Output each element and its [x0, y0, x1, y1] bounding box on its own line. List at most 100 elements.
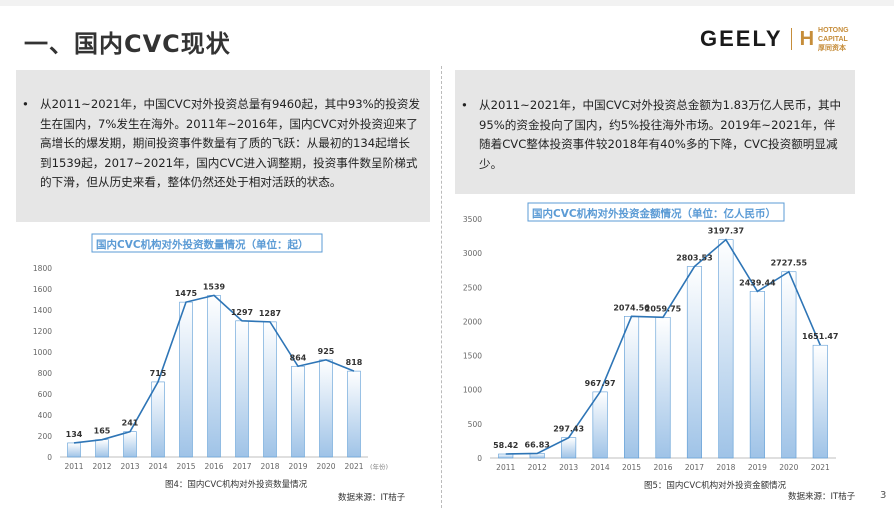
x-tick-label: 2014: [591, 463, 610, 472]
bar-2019: [291, 365, 305, 458]
x-tick-label: 2016: [204, 462, 223, 471]
top-stripe: [0, 0, 894, 6]
investment-amount-chart-svg: 国内CVC机构对外投资金额情况（单位：亿人民币） 0 500 1000 1500 2000…: [463, 202, 856, 502]
data-label: 1651.47: [802, 332, 838, 341]
page-title: 一、国内CVC现状: [24, 30, 231, 58]
data-label: 297.43: [553, 425, 584, 434]
y-tick-label: 1400: [33, 306, 52, 315]
chart-caption: 图4：国内CVC机构对外投资数量情况: [165, 479, 308, 490]
page-number: 3: [880, 490, 887, 501]
right-summary-box: • 从2011~2021年，中国CVC对外投资总金额为1.83万亿人民币，其中9…: [455, 70, 855, 194]
bar-2011: [67, 442, 81, 458]
y-tick-label: 1800: [33, 264, 52, 273]
data-label: 967.97: [585, 379, 616, 388]
left-summary-box: • 从2011~2021年，中国CVC对外投资总量有9460起，其中93%的投资…: [16, 70, 430, 222]
x-tick-label: 2013: [559, 463, 578, 472]
x-tick-label: 2014: [148, 462, 167, 471]
bar-2020: [319, 359, 333, 458]
y-tick-label: 200: [38, 432, 53, 441]
x-tick-label: 2018: [260, 462, 279, 471]
bar-2014: [592, 391, 608, 459]
right-summary-text: 从2011~2021年，中国CVC对外投资总金额为1.83万亿人民币，其中95%…: [479, 98, 842, 171]
logo-separator: [790, 28, 792, 50]
data-label: 66.83: [525, 440, 550, 449]
y-tick-label: 1200: [33, 327, 52, 336]
chart-source: 数据来源：IT桔子: [788, 491, 856, 502]
bullet-icon: •: [461, 98, 468, 112]
data-label: 2059.75: [645, 304, 682, 313]
x-tick-label: 2021: [811, 463, 830, 472]
x-tick-label: 2015: [622, 463, 641, 472]
data-label: 134: [66, 430, 83, 439]
data-label: 241: [122, 419, 139, 428]
data-label: 925: [318, 347, 335, 356]
left-summary-text: 从2011~2021年，中国CVC对外投资总量有9460起，其中93%的投资发生…: [40, 97, 420, 189]
y-tick-label: 500: [468, 420, 483, 429]
y-tick-label: 800: [38, 369, 53, 378]
y-tick-label: 3000: [463, 249, 482, 258]
bullet-icon: •: [22, 97, 29, 111]
y-tick-label: 1000: [33, 348, 52, 357]
data-label: 864: [290, 353, 307, 362]
x-tick-label: 2019: [748, 463, 767, 472]
brand-logo: GEELY H HOTONG CAPITAL 厚同资本: [700, 26, 849, 52]
x-tick-label: 2020: [316, 462, 335, 471]
data-label: 2803.53: [676, 254, 712, 263]
x-tick-label: 2018: [716, 463, 735, 472]
trend-line: [73, 294, 355, 444]
bar-2016: [207, 295, 221, 458]
data-label: 1287: [259, 309, 281, 318]
data-label: 58.42: [493, 441, 518, 450]
investment-count-chart: 国内CVC机构对外投资数量情况（单位：起） 0 200 400 600 800 1000 12…: [20, 228, 430, 508]
hotong-mark-icon: H: [799, 27, 815, 50]
y-tick-label: 600: [38, 390, 53, 399]
x-tick-label: 2011: [64, 462, 83, 471]
x-tick-label: 2019: [288, 462, 307, 471]
x-tick-label: 2011: [496, 463, 515, 472]
y-tick-label: 400: [38, 411, 53, 420]
bar-2020: [781, 271, 797, 459]
data-label: 818: [346, 358, 363, 367]
x-tick-label: 2017: [685, 463, 704, 472]
trend-line: [505, 238, 822, 455]
bar-2021: [347, 370, 361, 458]
bar-2014: [151, 381, 165, 458]
bar-2016: [655, 317, 671, 459]
chart-title-box: [527, 202, 785, 222]
bar-2019: [749, 291, 765, 459]
hotong-logo-text: HOTONG CAPITAL 厚同资本: [818, 26, 849, 52]
bar-2017: [235, 320, 249, 458]
data-label: 2727.55: [771, 259, 808, 268]
bar-2018: [718, 239, 734, 459]
chart-caption: 图5：国内CVC机构对外投资金额情况: [644, 480, 787, 491]
bar-2021: [812, 344, 828, 459]
x-tick-label: 2012: [92, 462, 111, 471]
geely-logo-text: GEELY: [700, 26, 783, 51]
bar-2012: [95, 439, 109, 458]
y-tick-label: 2500: [463, 283, 482, 292]
y-tick-label: 2000: [463, 317, 482, 326]
x-tick-label: 2021: [344, 462, 363, 471]
bar-2013: [123, 431, 137, 458]
investment-amount-chart: 国内CVC机构对外投资金额情况（单位：亿人民币） 0 500 1000 1500 2000…: [448, 200, 868, 508]
bar-2011: [498, 453, 514, 459]
data-label: 1539: [203, 282, 226, 291]
column-divider: [441, 66, 442, 508]
data-label: 1297: [231, 308, 253, 317]
y-tick-label: 3500: [463, 215, 482, 224]
y-tick-label: 0: [47, 453, 52, 462]
y-tick-label: 1500: [463, 352, 482, 361]
chart-title: 国内CVC机构对外投资数量情况（单位：起）: [96, 238, 309, 251]
y-tick-label: 0: [477, 454, 482, 463]
y-tick-label: 1000: [463, 386, 482, 395]
chart-title-box: [91, 233, 323, 253]
bar-2018: [263, 321, 277, 458]
x-tick-label: 2016: [653, 463, 672, 472]
y-tick-label: 1600: [33, 285, 52, 294]
x-tick-label: 2013: [120, 462, 139, 471]
bar-2017: [686, 266, 702, 459]
investment-count-chart-svg: 国内CVC机构对外投资数量情况（单位：起） 0 200 400 600 800 1000 12…: [33, 233, 406, 503]
x-tick-label: 2015: [176, 462, 195, 471]
data-label: 165: [94, 427, 111, 436]
x-tick-label: 2012: [528, 463, 547, 472]
